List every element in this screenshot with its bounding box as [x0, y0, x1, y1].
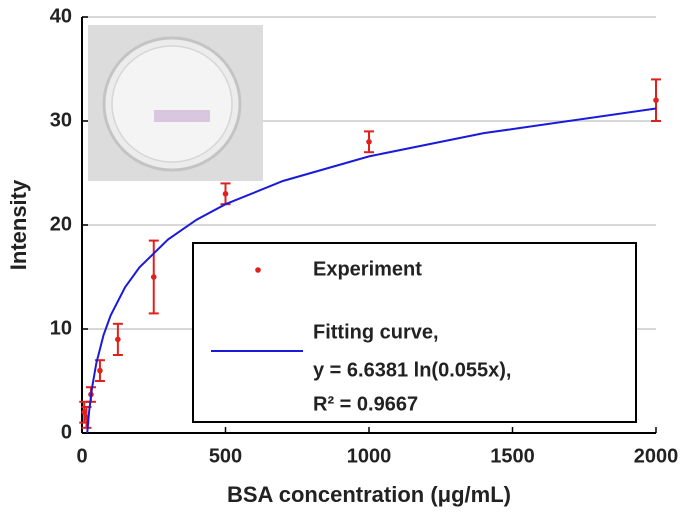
y-tick-label: 10: [50, 317, 72, 339]
x-tick-label: 1000: [347, 445, 392, 467]
y-tick-label: 0: [61, 421, 72, 443]
legend-label: Experiment: [313, 258, 422, 280]
legend-box: [192, 242, 637, 423]
data-point: [115, 336, 121, 343]
legend-marker: [255, 267, 261, 273]
fit-curve: [86, 107, 657, 434]
data-point: [653, 97, 659, 103]
y-axis-label: Intensity: [6, 179, 31, 270]
x-tick-label: 1500: [490, 445, 535, 467]
x-tick-label: 2000: [634, 445, 679, 467]
x-tick-label: 500: [209, 445, 242, 467]
x-tick-label: 0: [76, 445, 87, 467]
data-point: [222, 191, 229, 197]
data-point: [97, 367, 103, 374]
inset-photo: [88, 25, 263, 181]
annotation: R² = 0.9667: [313, 393, 418, 415]
y-tick-label: 40: [50, 5, 72, 27]
legend-label: Fitting curve,: [313, 321, 439, 343]
data-point: [150, 274, 157, 280]
y-tick-label: 20: [50, 213, 72, 235]
annotation: y = 6.6381 ln(0.055x),: [313, 359, 511, 381]
data-point: [366, 139, 372, 145]
x-axis-label: BSA concentration (μg/mL): [227, 482, 511, 507]
y-tick-label: 30: [50, 109, 72, 131]
